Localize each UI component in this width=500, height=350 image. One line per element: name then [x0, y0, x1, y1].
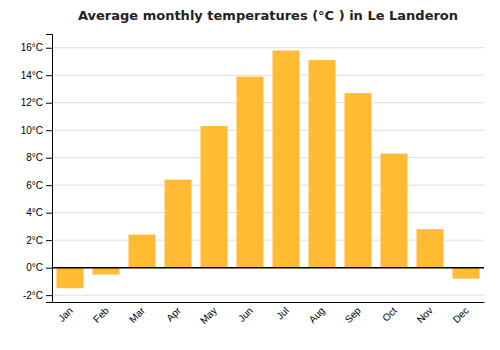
bar — [129, 235, 156, 268]
x-axis-line — [53, 302, 485, 303]
x-tick: Oct — [380, 305, 399, 324]
x-tick: Aug — [307, 305, 327, 325]
y-tick-label: 16°C — [21, 42, 43, 53]
y-tick-label: 14°C — [21, 70, 43, 81]
y-tick-mark — [46, 240, 52, 241]
y-tick-mark — [46, 185, 52, 186]
bar — [345, 93, 372, 268]
y-tick-label: 12°C — [21, 97, 43, 108]
chart-svg: -2°C 0°C 2°C 4°C 6°C 8°C 10°C 12°C 14°C 16°C Jan Fe… — [0, 0, 500, 350]
y-tick-label: -2°C — [23, 290, 43, 301]
x-tick: Feb — [91, 305, 111, 325]
y-tick: 0°C — [26, 262, 52, 273]
x-tick-label: May — [198, 305, 219, 326]
x-tick-label: Nov — [415, 305, 435, 325]
y-tick: 16°C — [21, 42, 52, 53]
x-tick: Sep — [343, 305, 364, 326]
y-tick: 4°C — [26, 207, 52, 218]
y-tick-mark — [46, 268, 52, 269]
x-tick-label: Jul — [274, 305, 291, 322]
x-tick: Jan — [56, 305, 75, 324]
x-tick: Mar — [127, 304, 147, 324]
bars — [52, 50, 484, 288]
chart-container: -2°C 0°C 2°C 4°C 6°C 8°C 10°C 12°C 14°C 16°C Jan Fe… — [0, 0, 500, 350]
y-axis-line — [46, 35, 53, 303]
y-tick: 12°C — [21, 97, 52, 108]
bar — [237, 77, 264, 268]
x-tick-label: Oct — [380, 305, 399, 324]
y-tick-mark — [46, 103, 52, 104]
y-tick-label: 4°C — [26, 207, 43, 218]
x-tick-label: Sep — [343, 305, 364, 326]
grid-line — [52, 75, 484, 76]
y-tick-mark — [46, 158, 52, 159]
bar — [93, 268, 120, 275]
bar — [165, 180, 192, 268]
x-tick-label: Mar — [127, 304, 147, 324]
grid-line — [52, 130, 484, 131]
y-tick: 10°C — [21, 125, 52, 136]
y-tick-mark — [46, 75, 52, 76]
bar — [309, 60, 336, 268]
y-tick-label: 8°C — [26, 152, 43, 163]
y-tick-label: 10°C — [21, 125, 43, 136]
x-axis: Jan Feb Mar Apr May Jun Jul Aug Sep Oct Nov Dec — [53, 303, 485, 326]
y-tick-mark — [46, 295, 52, 296]
y-tick: -2°C — [23, 290, 52, 301]
x-tick: Nov — [415, 305, 435, 325]
grid-line — [52, 267, 484, 268]
bar — [417, 229, 444, 267]
x-tick: Dec — [451, 305, 471, 325]
bar — [273, 50, 300, 267]
x-tick: May — [198, 305, 219, 326]
y-tick: 6°C — [26, 180, 52, 191]
y-tick-mark — [46, 130, 52, 131]
title: Average monthly temperatures (°C ) in Le… — [78, 8, 458, 23]
y-tick-mark — [46, 48, 52, 49]
y-tick-label: 2°C — [26, 235, 43, 246]
x-tick-label: Feb — [91, 305, 111, 325]
y-tick: 14°C — [21, 70, 52, 81]
bar — [201, 126, 228, 268]
bar — [57, 268, 84, 289]
bar — [381, 154, 408, 268]
x-tick: Jun — [236, 305, 255, 324]
y-tick-label: 0°C — [26, 262, 43, 273]
x-tick: Apr — [164, 304, 183, 323]
x-tick-label: Aug — [307, 305, 327, 325]
y-tick: 8°C — [26, 152, 52, 163]
x-tick-label: Jan — [56, 305, 75, 324]
grid-line — [52, 47, 484, 48]
x-tick: Jul — [274, 305, 291, 322]
grid-line — [52, 212, 484, 213]
x-tick-label: Dec — [451, 305, 471, 325]
grid-line — [52, 102, 484, 103]
grid-line — [52, 295, 484, 296]
grid — [52, 48, 484, 295]
bar — [453, 268, 480, 279]
grid-line — [52, 185, 484, 186]
x-tick-label: Apr — [164, 304, 183, 323]
grid-line — [52, 157, 484, 158]
zero-line — [52, 267, 484, 269]
x-tick-label: Jun — [236, 305, 255, 324]
y-axis: -2°C 0°C 2°C 4°C 6°C 8°C 10°C 12°C 14°C 16°C — [21, 35, 53, 303]
plot: -2°C 0°C 2°C 4°C 6°C 8°C 10°C 12°C 14°C 16°C Jan Fe… — [21, 35, 485, 326]
y-tick-label: 6°C — [26, 180, 43, 191]
y-tick-mark — [46, 213, 52, 214]
y-tick: 2°C — [26, 235, 52, 246]
